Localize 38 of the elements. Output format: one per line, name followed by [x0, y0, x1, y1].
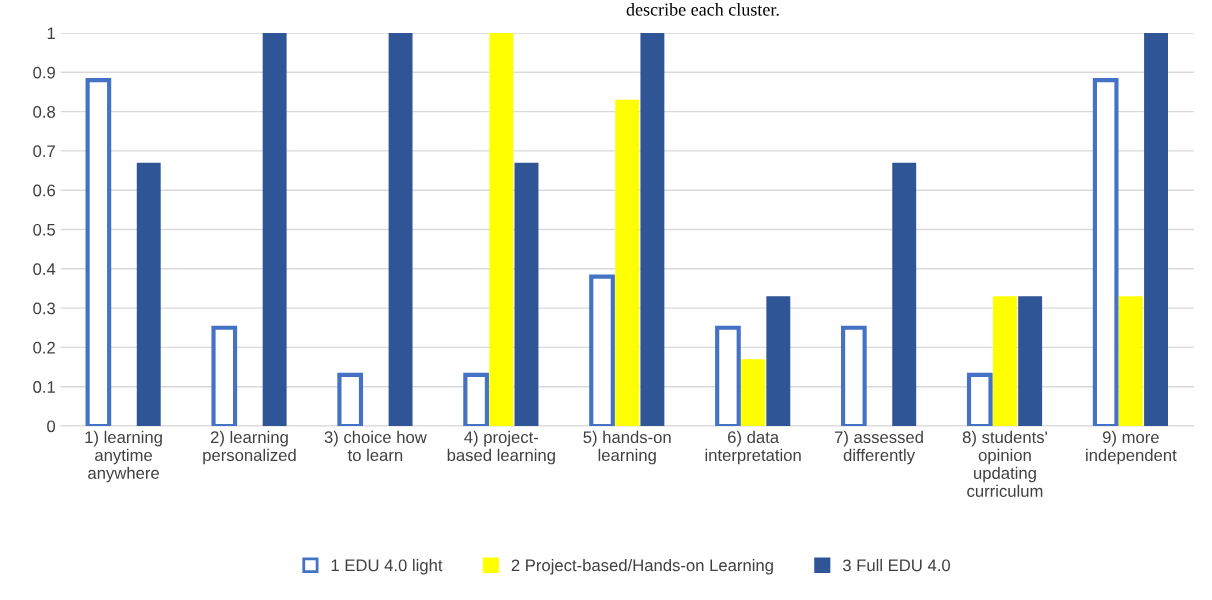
bar	[1018, 296, 1043, 426]
x-tick-label: 9) more independent	[1086, 430, 1177, 465]
x-tick-label: 2) learning personalized	[203, 430, 296, 465]
x-tick-label: 3) choice how to learn	[324, 430, 427, 462]
x-tick-label: 5) hands-on learning	[583, 430, 671, 465]
legend-label: 2 Project-based/Hands-on Learning	[511, 558, 773, 575]
bar	[489, 33, 514, 426]
x-tick-label: 1) learning anytime anywhere	[85, 430, 162, 483]
bar	[262, 33, 287, 426]
x-tick-label: 6) data interpretation	[705, 430, 801, 465]
y-tick-label: 1	[47, 27, 55, 40]
y-tick-label: 0.2	[33, 341, 55, 354]
bar	[992, 296, 1017, 426]
bar	[766, 296, 791, 426]
y-tick-label: 0.6	[33, 184, 56, 197]
y-tick-label: 0.7	[33, 145, 55, 158]
bar	[1144, 33, 1169, 426]
y-tick-label: 0.1	[33, 381, 55, 393]
y-tick-label: 0.9	[33, 66, 55, 79]
bar	[514, 162, 539, 426]
bar	[388, 33, 413, 426]
bar	[136, 162, 161, 426]
y-tick-label: 0.3	[33, 302, 56, 315]
bar	[892, 162, 917, 426]
y-tick-label: 0.4	[33, 263, 56, 275]
legend-label: 1 EDU 4.0 light	[331, 558, 443, 575]
x-tick-label: 8) students' opinion updating curriculum	[962, 430, 1047, 497]
bar	[640, 33, 665, 426]
text: describe each cluster.	[626, 3, 779, 16]
y-tick-label: 0.5	[33, 223, 56, 236]
legend-label: 3 Full EDU 4.0	[842, 558, 951, 572]
y-tick-label: 0.8	[33, 106, 56, 118]
x-tick-label: 7) assessed differently	[834, 430, 923, 465]
bar	[615, 99, 640, 426]
x-tick-label: 4) project- based learning	[447, 430, 555, 465]
y-tick-label: 0	[47, 420, 56, 433]
bar	[741, 359, 766, 426]
bar	[1118, 296, 1143, 426]
